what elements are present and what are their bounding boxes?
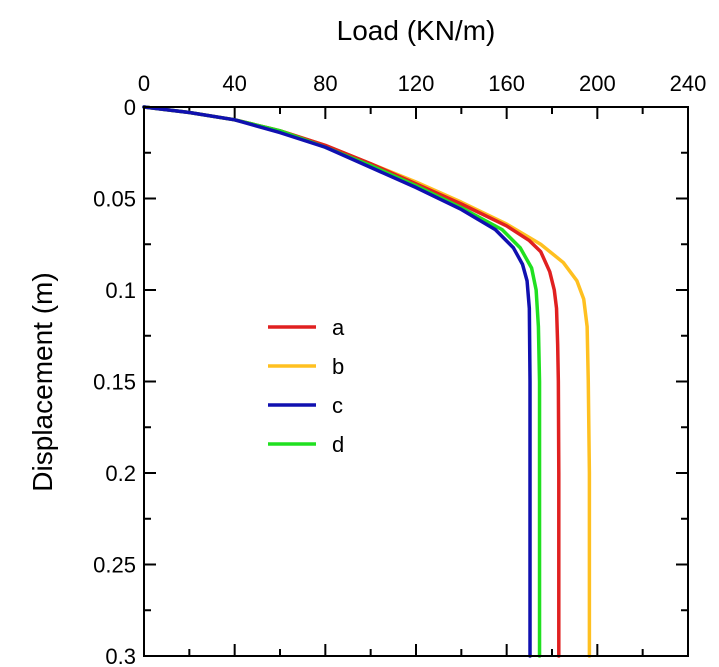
legend-label-a: a bbox=[332, 315, 345, 340]
y-tick-label: 0.15 bbox=[93, 370, 136, 395]
x-tick-label: 240 bbox=[670, 71, 707, 96]
series-line-b bbox=[142, 105, 592, 658]
x-tick-label: 40 bbox=[222, 71, 246, 96]
y-tick-label: 0.2 bbox=[105, 461, 136, 486]
series-line-c bbox=[142, 105, 532, 658]
y-tick-label: 0.05 bbox=[93, 187, 136, 212]
y-axis-title: Displacement (m) bbox=[27, 272, 58, 491]
y-tick-label: 0.25 bbox=[93, 553, 136, 578]
axis-tick-labels: 0 40 80 120 160 200 240 0 0.05 0.1 0.15 0.2 0.25 0.3 bbox=[93, 71, 706, 667]
x-tick-label: 120 bbox=[398, 71, 435, 96]
x-tick-label: 0 bbox=[138, 71, 150, 96]
y-tick-label: 0 bbox=[124, 95, 136, 120]
series-lines bbox=[142, 105, 592, 658]
x-axis-title: Load (KN/m) bbox=[337, 15, 496, 46]
legend-label-c: c bbox=[332, 393, 343, 418]
y-tick-label: 0.3 bbox=[105, 644, 136, 667]
x-tick-label: 80 bbox=[313, 71, 337, 96]
plot-frame bbox=[143, 106, 689, 657]
x-tick-label: 160 bbox=[488, 71, 525, 96]
legend-label-d: d bbox=[332, 432, 344, 457]
series-line-a bbox=[142, 105, 561, 658]
legend-label-b: b bbox=[332, 354, 344, 379]
y-tick-label: 0.1 bbox=[105, 278, 136, 303]
series-line-d bbox=[142, 105, 542, 658]
x-tick-label: 200 bbox=[579, 71, 616, 96]
